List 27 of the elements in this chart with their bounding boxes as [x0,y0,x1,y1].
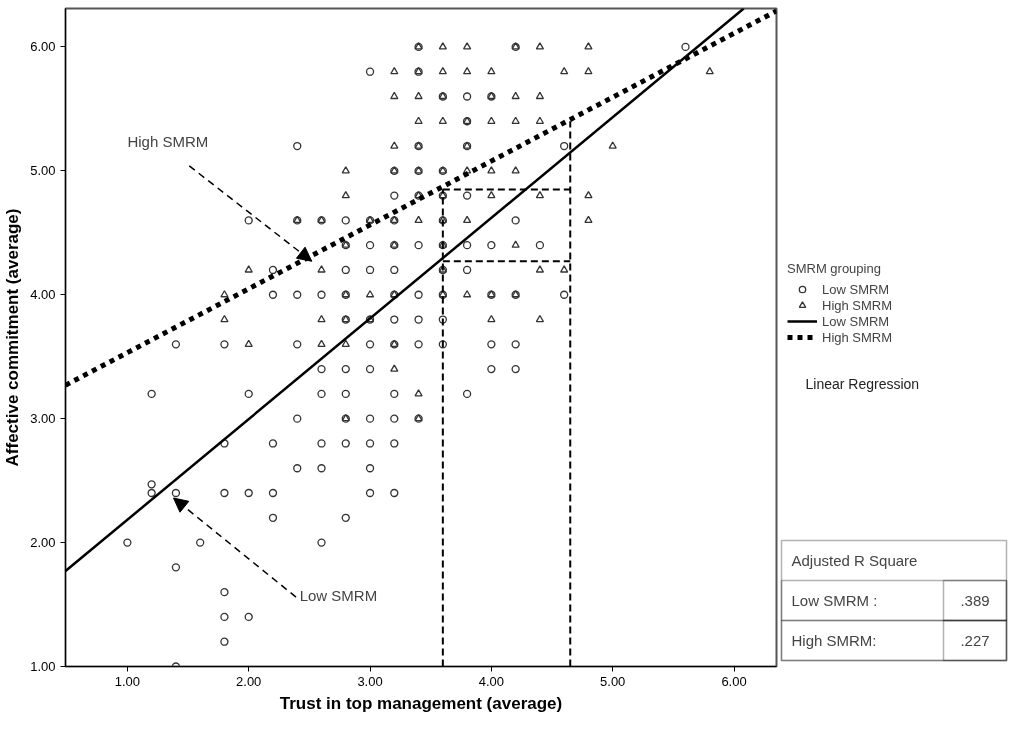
text: Low SMRM : [791,592,878,609]
annotation: High SMRM [127,132,209,150]
x-tick-label: 4.00 [478,673,505,689]
legend-label: Low SMRM [822,313,890,330]
text: .227 [960,631,990,649]
y-tick-label: 3.00 [30,411,56,427]
y-tick-label: 6.00 [30,39,56,55]
x-tick-label: 6.00 [721,673,747,689]
y-tick-label: 4.00 [30,287,56,303]
y-tick-label: 5.00 [30,163,56,179]
text: High SMRM: [791,632,877,649]
y-tick-label: 1.00 [30,659,56,674]
legend-label: High SMRM [822,297,893,314]
x-axis-title: Trust in top management (average) [279,693,563,713]
legend-title: SMRM grouping [787,261,882,277]
x-tick-label: 1.00 [114,673,141,689]
x-tick-label: 2.00 [236,673,262,689]
x-tick-label: 3.00 [357,673,383,689]
y-axis-title: Affective commitment (average) [3,208,23,467]
text: .389 [960,591,990,609]
text: Linear Regression [805,375,920,392]
y-tick-label: 2.00 [30,535,56,551]
legend-label: High SMRM [822,329,893,346]
text: Adjusted R Square [791,552,918,569]
legend-label: Low SMRM [822,281,890,298]
x-tick-label: 5.00 [600,673,626,689]
annotation: Low SMRM [299,587,378,605]
